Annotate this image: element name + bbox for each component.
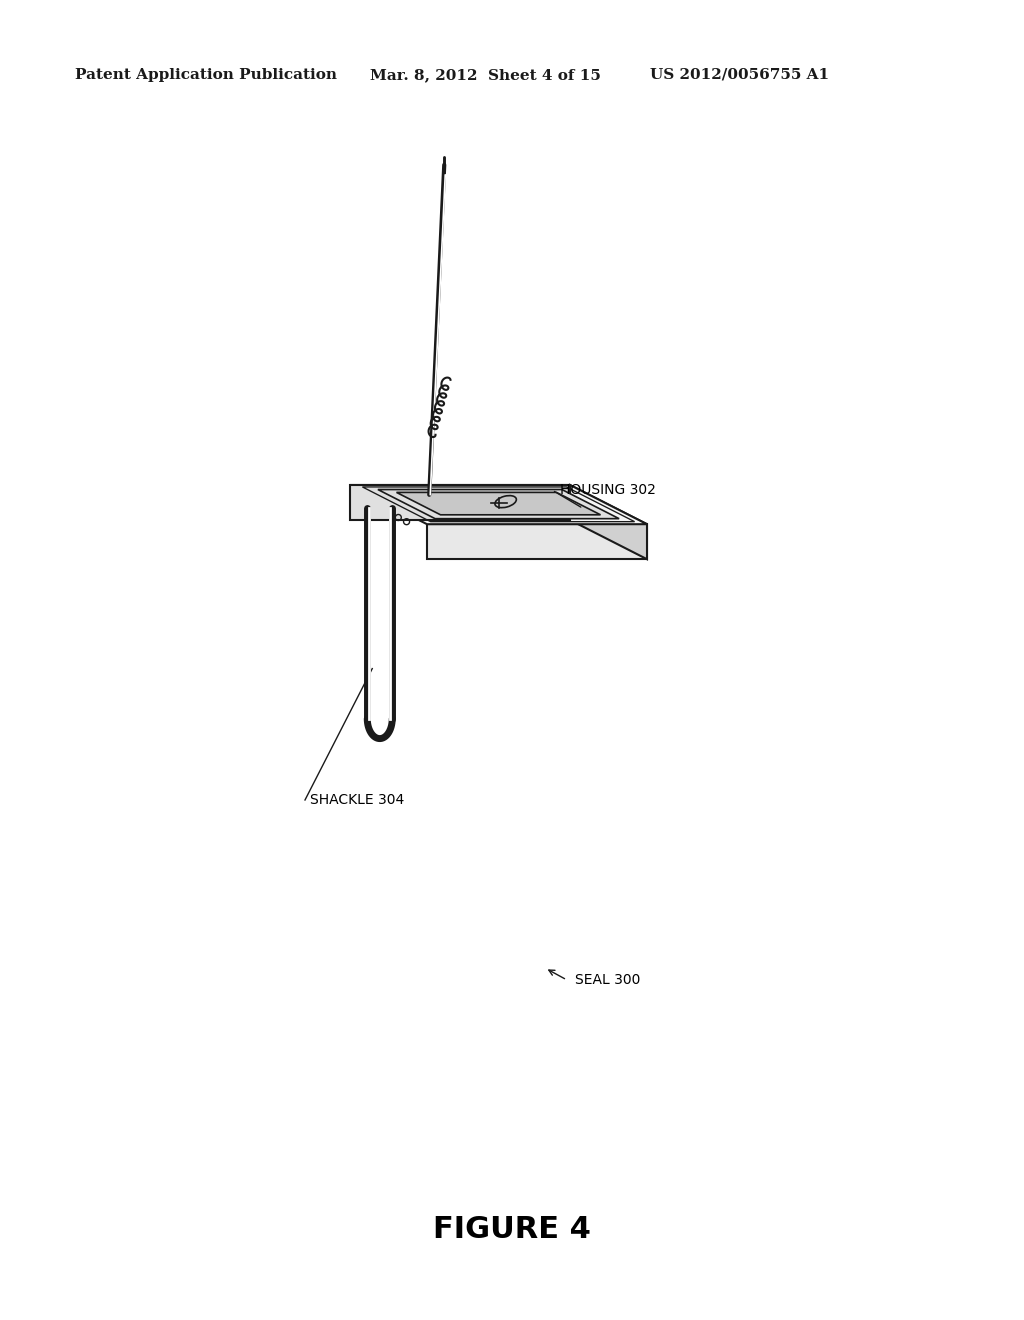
Text: Mar. 8, 2012  Sheet 4 of 15: Mar. 8, 2012 Sheet 4 of 15: [370, 69, 601, 82]
Polygon shape: [350, 484, 647, 524]
Text: HOUSING 302: HOUSING 302: [560, 483, 656, 498]
Text: US 2012/0056755 A1: US 2012/0056755 A1: [650, 69, 829, 82]
Text: Patent Application Publication: Patent Application Publication: [75, 69, 337, 82]
Polygon shape: [350, 484, 570, 520]
Text: SHACKLE 304: SHACKLE 304: [310, 793, 404, 807]
Polygon shape: [396, 492, 600, 515]
Polygon shape: [427, 524, 647, 560]
Polygon shape: [570, 484, 647, 560]
Polygon shape: [378, 490, 620, 519]
Text: FIGURE 4: FIGURE 4: [433, 1216, 591, 1245]
Text: SEAL 300: SEAL 300: [575, 973, 640, 987]
